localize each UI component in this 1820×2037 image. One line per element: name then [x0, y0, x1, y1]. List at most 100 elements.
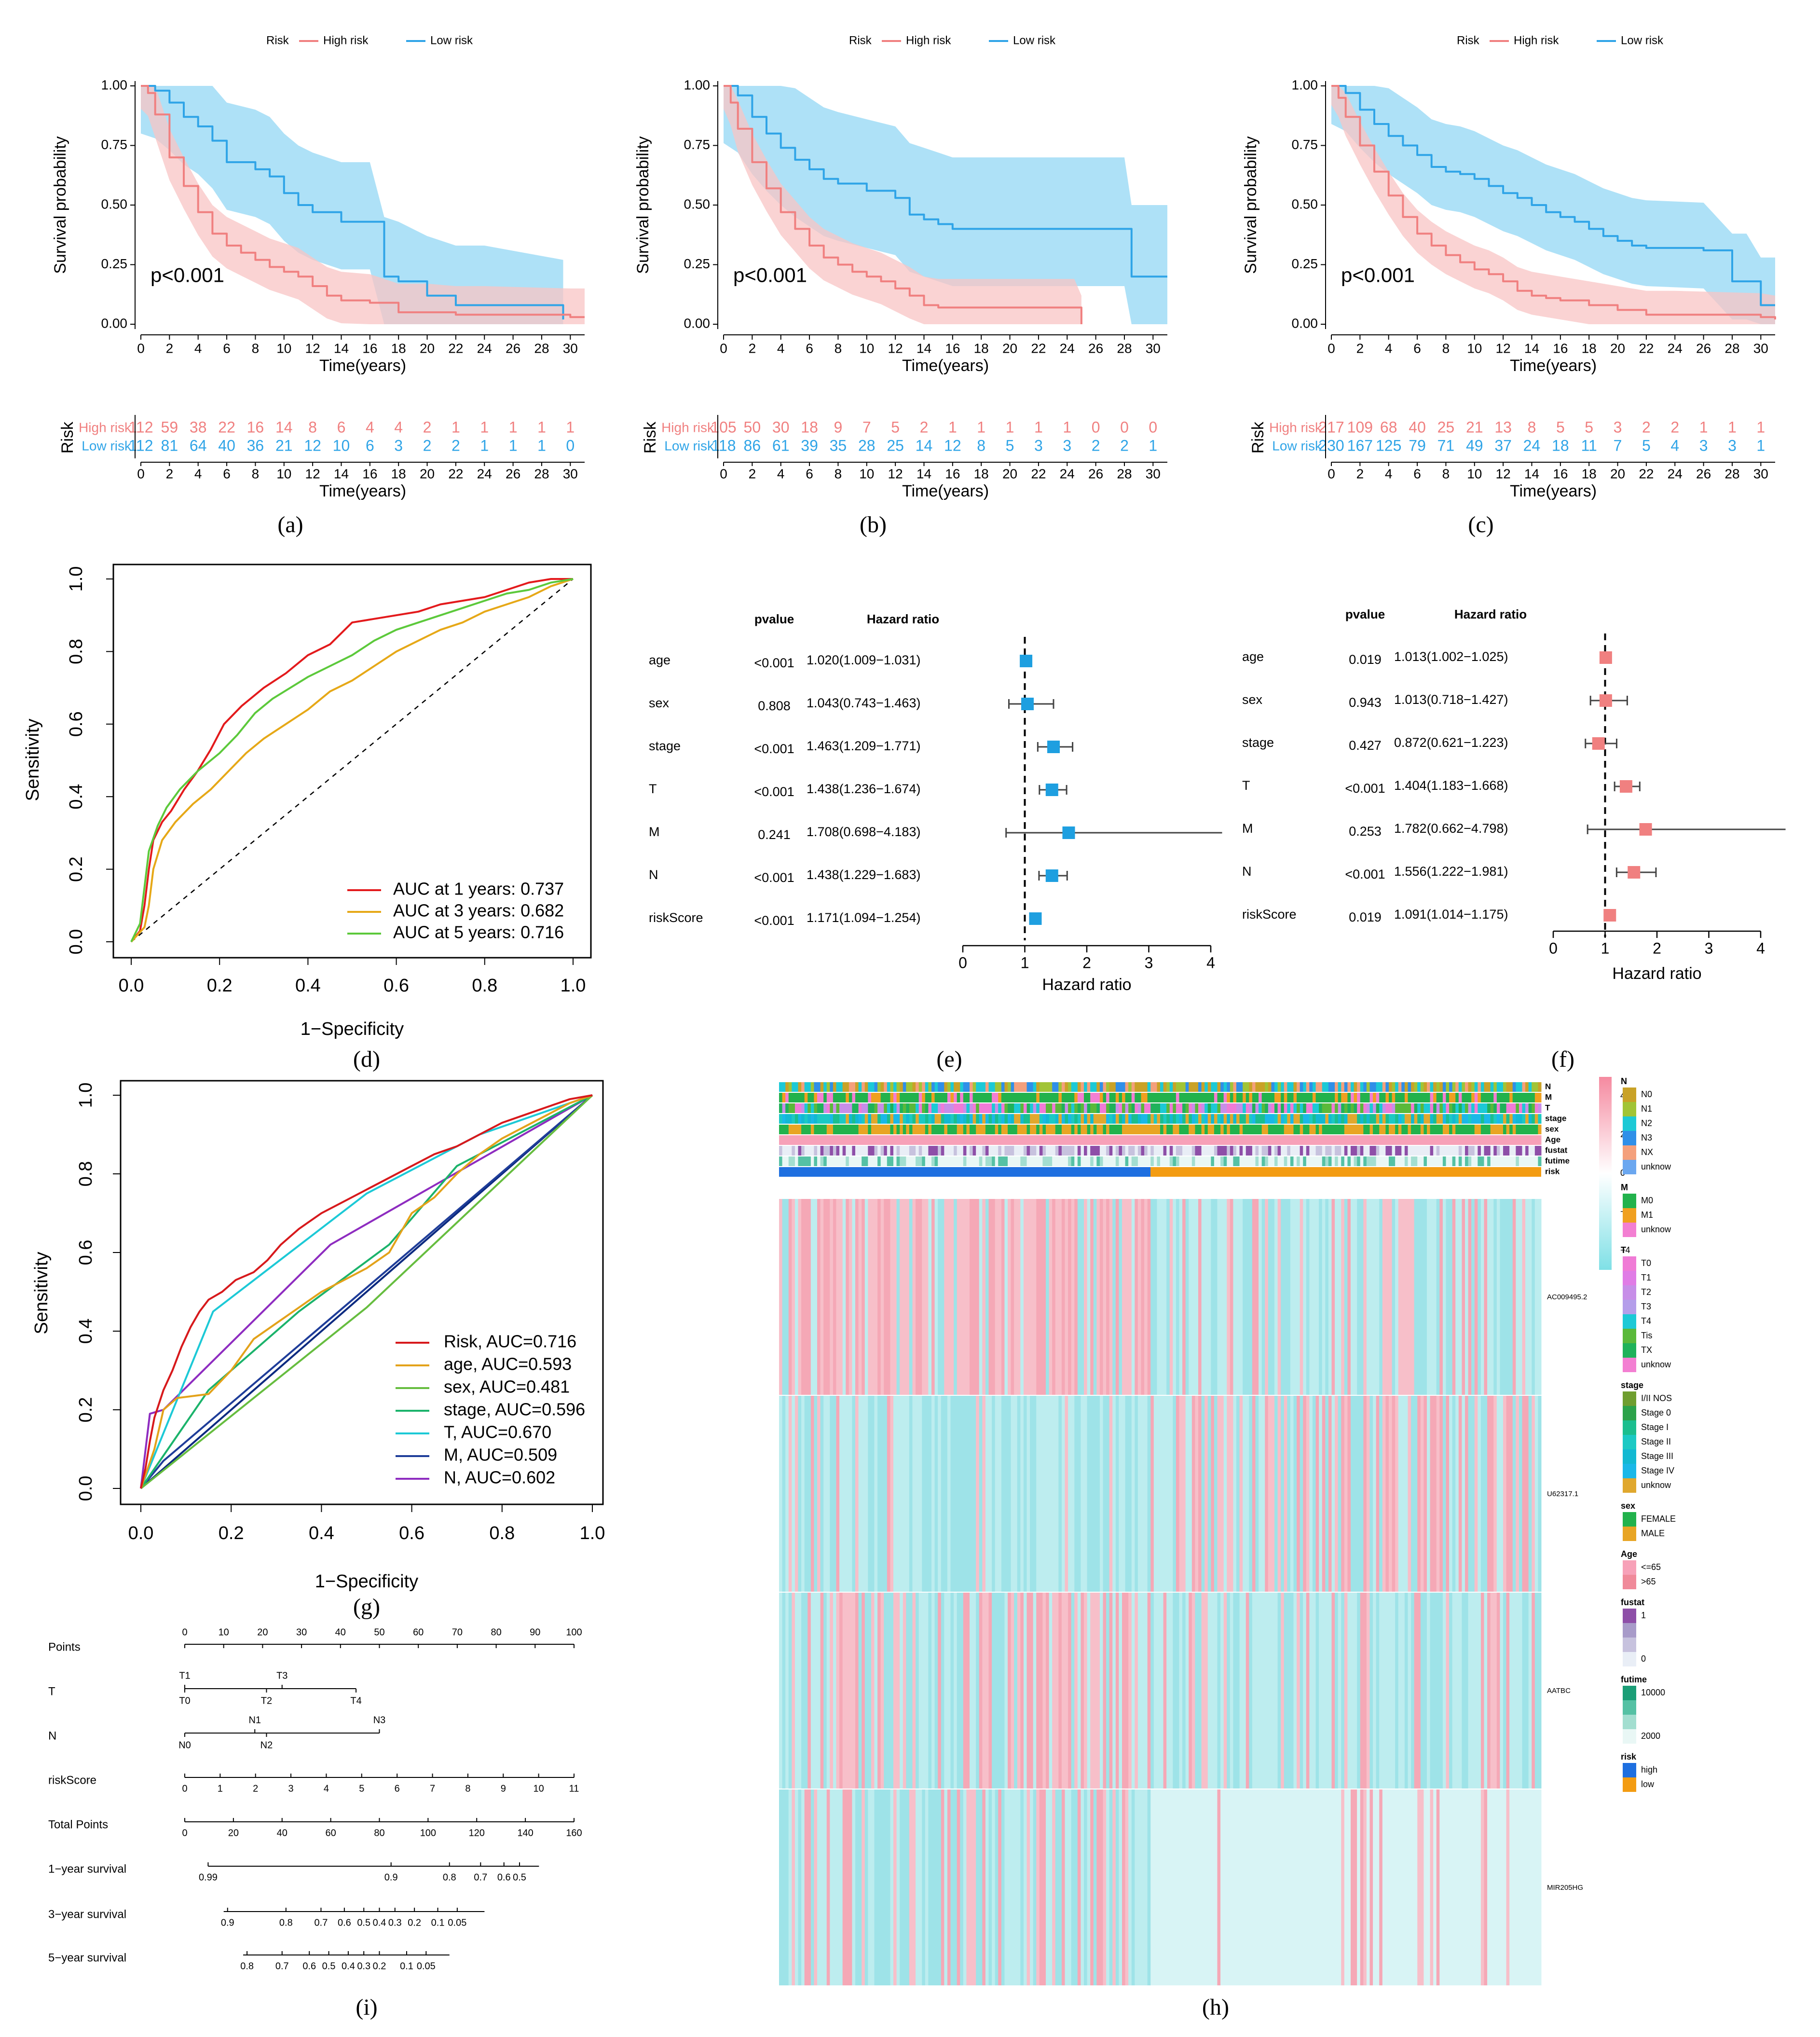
heatmap-cell [1033, 1199, 1037, 1395]
km-b-ytick-label: 1.00 [684, 77, 711, 92]
km-a-low-curve [141, 85, 564, 320]
heatmap-cell [884, 1593, 888, 1789]
forest-f-row-hr: 1.091(1.014−1.175) [1394, 907, 1508, 922]
nomogram-row-label: T [48, 1685, 55, 1698]
heatmap-annotation-cell [1227, 1103, 1231, 1113]
heatmap-cell [1071, 1593, 1075, 1789]
heatmap-cell [1382, 1593, 1386, 1789]
heatmap-annotation-cell [1236, 1093, 1240, 1102]
heatmap-annotation-cell [1198, 1125, 1202, 1134]
heatmap-annotation-cell [1144, 1135, 1148, 1145]
heatmap-annotation-cell [1252, 1082, 1256, 1092]
heatmap-annotation-cell [1268, 1093, 1272, 1102]
heatmap-annotation-cell [1493, 1093, 1497, 1102]
heatmap-annotation-cell [1287, 1146, 1291, 1156]
heatmap-legend-swatch [1623, 1102, 1636, 1116]
heatmap-annotation-cell [1281, 1156, 1285, 1166]
km-c-high-band [1331, 86, 1775, 324]
heatmap-annotation-cell [1042, 1093, 1046, 1102]
heatmap-annotation-cell [1363, 1093, 1367, 1102]
heatmap-annotation-cell [1074, 1114, 1078, 1124]
heatmap-annotation-cell [1379, 1114, 1383, 1124]
heatmap-annotation-cell [1220, 1125, 1224, 1134]
heatmap-annotation-cell [1119, 1146, 1122, 1156]
heatmap-annotation-cell [1487, 1114, 1491, 1124]
heatmap-annotation-cell [1322, 1125, 1326, 1134]
km-c-xtick-label: 20 [1610, 341, 1625, 356]
heatmap-cell [887, 1789, 890, 1985]
heatmap-annotation-cell [1191, 1114, 1195, 1124]
heatmap-annotation-cell [779, 1114, 783, 1124]
heatmap-annotation-cell [1309, 1156, 1313, 1166]
heatmap-annotation-cell [1528, 1135, 1532, 1145]
heatmap-cell [1157, 1396, 1161, 1592]
heatmap-annotation-cell [1058, 1146, 1062, 1156]
heatmap-annotation-cell [982, 1156, 986, 1166]
heatmap-annotation-cell [1122, 1103, 1126, 1113]
heatmap-cell [1274, 1789, 1278, 1985]
heatmap-annotation-cell [1427, 1135, 1431, 1145]
heatmap-cell [954, 1199, 958, 1395]
heatmap-annotation-cell [1411, 1156, 1415, 1166]
heatmap-annotation-cell [893, 1093, 897, 1102]
heatmap-annotation-cell [1026, 1082, 1030, 1092]
heatmap-annotation-cell [982, 1082, 986, 1092]
heatmap-annotation-cell [852, 1156, 856, 1166]
heatmap-cell [916, 1396, 919, 1592]
heatmap-annotation-cell [1538, 1082, 1542, 1092]
km-b-risk-high-count: 0 [1149, 418, 1157, 436]
km-b-risk-xtick-label: 12 [888, 466, 903, 481]
heatmap-annotation-cell [1281, 1125, 1285, 1134]
heatmap-legend-label: I/II NOS [1641, 1393, 1672, 1403]
forest-f-xtick-label: 1 [1601, 939, 1610, 957]
heatmap-annotation-cell [1112, 1082, 1116, 1092]
heatmap-annotation-cell [1173, 1082, 1177, 1092]
heatmap-cell [928, 1199, 932, 1395]
roc-d-ytick-label: 0.8 [66, 639, 86, 664]
km-c-risk-high-count: 68 [1380, 418, 1397, 436]
heatmap-annotation-cell [1462, 1103, 1465, 1113]
heatmap-annotation-cell [1360, 1103, 1364, 1113]
heatmap-cell [1408, 1396, 1411, 1592]
heatmap-cell [900, 1593, 903, 1789]
heatmap-annotation-cell [1163, 1156, 1167, 1166]
heatmap-annotation-cell [1503, 1125, 1507, 1134]
heatmap-annotation-cell [1201, 1103, 1205, 1113]
heatmap-annotation-cell [1233, 1135, 1237, 1145]
heatmap-annotation-cell [1300, 1103, 1303, 1113]
heatmap-cell [848, 1593, 852, 1789]
heatmap-gene-row [779, 1396, 1542, 1592]
heatmap-annotation-cell [963, 1135, 967, 1145]
heatmap-annotation-cell [1191, 1125, 1195, 1134]
heatmap-annotation-cell [1090, 1156, 1094, 1166]
heatmap-annotation-cell [1163, 1082, 1167, 1092]
heatmap-annotation-cell [1071, 1156, 1075, 1166]
heatmap-annotation-cell [1503, 1082, 1507, 1092]
heatmap-annotation-cell [1173, 1125, 1177, 1134]
heatmap-annotation-cell [1249, 1135, 1253, 1145]
heatmap-annotation-cell [1014, 1093, 1018, 1102]
km-c-risk-xtick-label: 18 [1582, 466, 1597, 481]
heatmap-annotation-cell [1137, 1125, 1141, 1134]
forest-e-row-name: age [649, 653, 671, 667]
heatmap-cell [1169, 1593, 1173, 1789]
heatmap-annotation-cell [1490, 1114, 1494, 1124]
heatmap-annotation-cell [1023, 1146, 1027, 1156]
heatmap-annotation-cell [1313, 1093, 1316, 1102]
heatmap-cell [1153, 1789, 1157, 1985]
heatmap-legend-label: unknow [1641, 1480, 1671, 1490]
heatmap-annotation-cell [1500, 1082, 1504, 1092]
heatmap-annotation-cell [1211, 1103, 1215, 1113]
heatmap-annotation-cell [1160, 1156, 1164, 1166]
heatmap-annotation-cell [810, 1156, 814, 1166]
heatmap-annotation-cell [925, 1103, 929, 1113]
heatmap-annotation-cell [1487, 1135, 1491, 1145]
heatmap-cell [1160, 1593, 1164, 1789]
heatmap-annotation-cell [1392, 1125, 1396, 1134]
heatmap-annotation-cell [1357, 1146, 1361, 1156]
heatmap-annotation-cell [1252, 1114, 1256, 1124]
heatmap-cell [1055, 1593, 1059, 1789]
km-a-risk-high-count: 59 [161, 418, 178, 436]
heatmap-annotation-cell [804, 1114, 808, 1124]
heatmap-cell [957, 1593, 960, 1789]
